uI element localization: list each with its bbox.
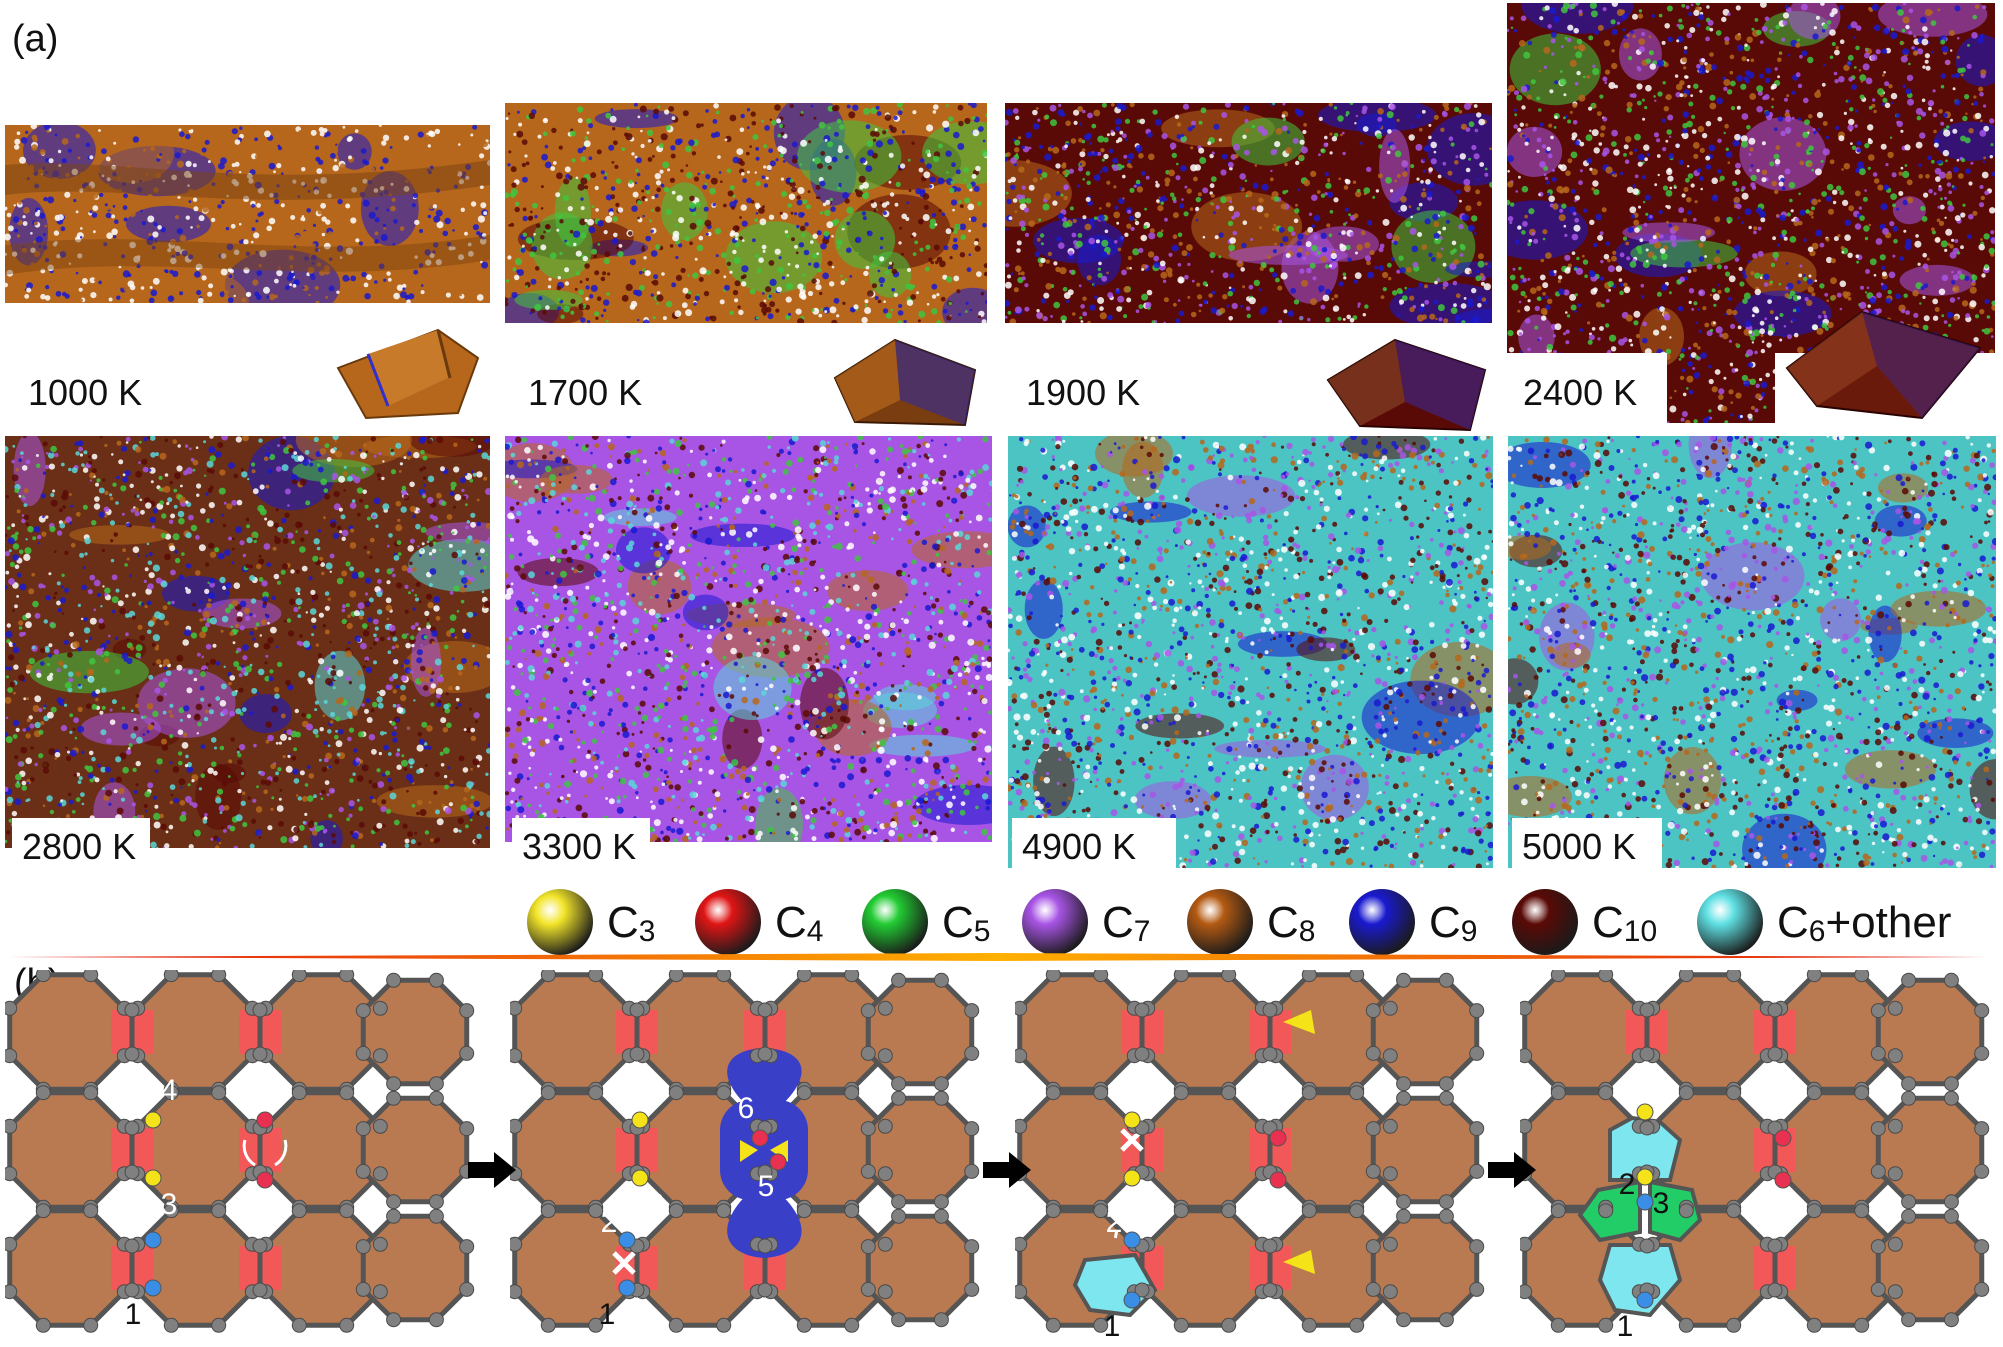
snapshot-1900k-image — [1005, 103, 1492, 323]
temp-label-1000k: 1000 K — [20, 370, 151, 416]
ring-atom-label-3: 3 — [1140, 1188, 1157, 1221]
ring-atom-label-5: 5 — [243, 1074, 260, 1107]
temp-label-2800k: 2800 K — [12, 818, 151, 882]
ring-atom-label-1: 1 — [1617, 1310, 1634, 1340]
ring-atom-label-3: 3 — [1653, 1187, 1670, 1220]
ring-atom-label-2: 2 — [127, 1206, 144, 1239]
ring-atom-label-6: 6 — [245, 1188, 262, 1221]
ring-atom-label-1: 1 — [125, 1298, 142, 1331]
legend-label-c3: C3 — [607, 898, 656, 948]
snapshot-4900k — [1008, 436, 1493, 868]
ring-atom-label-4: 4 — [1653, 1066, 1670, 1099]
legend-label-c10: C10 — [1592, 898, 1658, 948]
inset-3d-1000k — [336, 328, 480, 420]
legend-sphere-c7 — [1022, 889, 1088, 955]
temp-label-2400k: 2400 K — [1515, 370, 1646, 416]
snapshot-1700k-image — [505, 103, 987, 323]
legend-sphere-c8 — [1187, 889, 1253, 955]
legend-label-c8: C8 — [1267, 898, 1316, 948]
snapshot-3300k — [505, 436, 992, 842]
ring-atom-label-5: 5 — [758, 1170, 775, 1203]
ring-atom-label-3: 3 — [648, 1188, 665, 1221]
ring-atom-label-6: 6 — [1256, 1092, 1273, 1125]
legend-sphere-c5 — [862, 889, 928, 955]
ring-atom-label-2: 2 — [1619, 1168, 1636, 1201]
legend-label-c6-other: C6+other — [1777, 898, 1952, 948]
ring-atom-label-4: 4 — [648, 1074, 665, 1107]
ring-atom-label-2: 2 — [1106, 1206, 1123, 1239]
ring-atom-label-4: 4 — [161, 1074, 178, 1107]
legend-label-c9: C9 — [1429, 898, 1478, 948]
lattice-step-3: 4 3 6 5 2 1 — [1015, 970, 1485, 1340]
panel-a-label: (a) — [12, 18, 59, 60]
snapshot-1000k — [5, 125, 490, 303]
ring-atom-label-1: 1 — [599, 1298, 616, 1331]
legend-sphere-c3 — [527, 889, 593, 955]
snapshot-3300k-image — [505, 436, 992, 842]
legend-label-c4: C4 — [775, 898, 824, 948]
ring-size-legend: C3 C4 C5 C7 C8 C9 C10 C6+other — [525, 882, 1985, 962]
lattice-step-4: 4 3 6 5 2 1 — [1520, 970, 1990, 1340]
temperature-gradient-divider — [8, 953, 1988, 961]
step-arrow-1 — [468, 1152, 516, 1188]
ring-atom-label-2: 2 — [601, 1206, 618, 1239]
snapshot-2800k-image — [5, 436, 490, 848]
legend-sphere-c10 — [1512, 889, 1578, 955]
snapshot-4900k-image — [1008, 436, 1493, 868]
temp-label-1900k: 1900 K — [1018, 370, 1149, 416]
temp-label-1700k: 1700 K — [520, 370, 651, 416]
lattice-step-1: 4 3 5 6 2 1 — [5, 970, 475, 1333]
ring-atom-label-6: 6 — [738, 1092, 755, 1125]
snapshot-1700k — [505, 103, 987, 323]
inset-3d-2400k — [1785, 310, 1982, 420]
legend-label-c7: C7 — [1102, 898, 1151, 948]
snapshot-2800k — [5, 436, 490, 848]
ring-atom-label-3: 3 — [161, 1188, 178, 1221]
lattice-step-2: 4 3 6 5 2 1 — [510, 970, 980, 1333]
snapshot-5000k-image — [1508, 436, 1996, 868]
temp-label-4900k: 4900 K — [1012, 818, 1177, 878]
snapshot-1900k — [1005, 103, 1492, 323]
ring-atom-label-5: 5 — [1763, 1188, 1780, 1221]
ring-atom-label-1: 1 — [1104, 1310, 1121, 1340]
legend-sphere-c4 — [695, 889, 761, 955]
ring-atom-label-5: 5 — [1258, 1188, 1275, 1221]
inset-3d-1700k — [833, 338, 977, 427]
legend-sphere-c6-other — [1697, 889, 1763, 955]
inset-3d-1900k — [1326, 338, 1487, 432]
ring-atom-label-4: 4 — [1140, 1074, 1157, 1107]
temp-label-5000k: 5000 K — [1512, 818, 1663, 878]
legend-label-c5: C5 — [942, 898, 991, 948]
snapshot-1000k-image — [5, 125, 490, 303]
temp-label-3300k: 3300 K — [512, 818, 651, 878]
step-arrow-2 — [983, 1152, 1031, 1188]
ring-atom-label-6: 6 — [1761, 1092, 1778, 1125]
snapshot-5000k — [1508, 436, 1996, 868]
legend-sphere-c9 — [1349, 889, 1415, 955]
step-arrow-3 — [1488, 1152, 1536, 1188]
